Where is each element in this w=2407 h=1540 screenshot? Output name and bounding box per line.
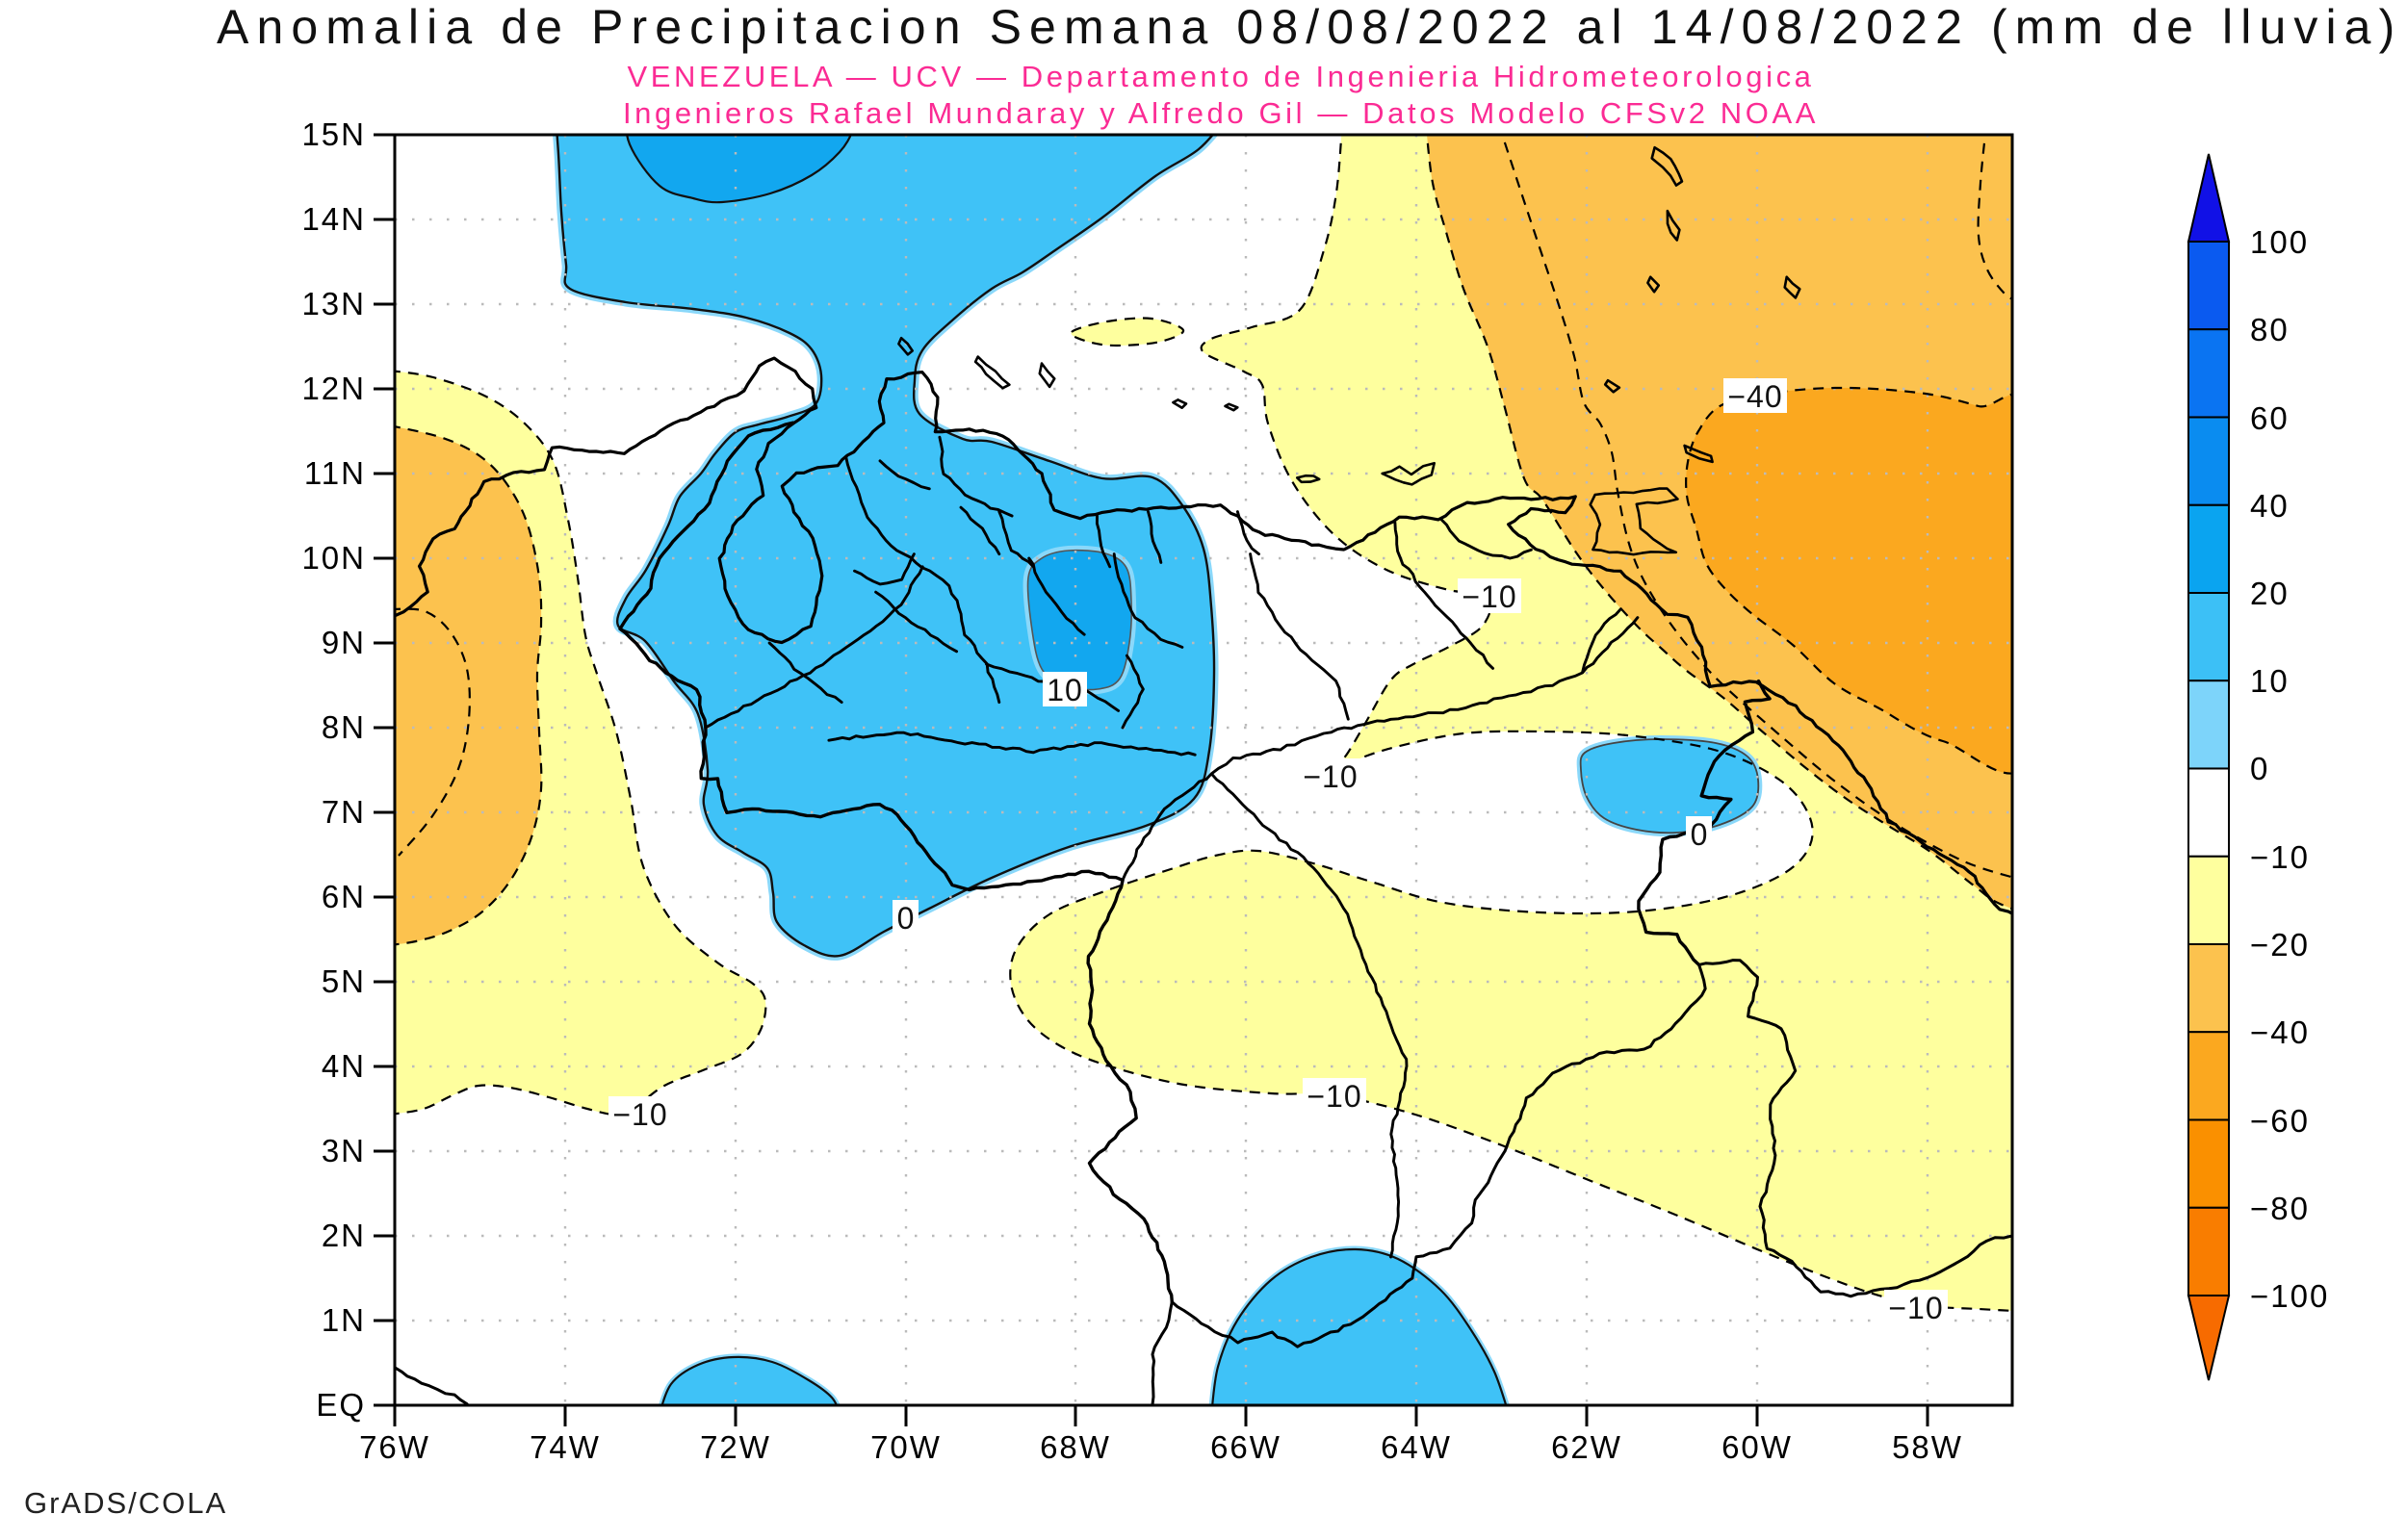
svg-text:14N: 14N	[301, 201, 366, 237]
svg-text:1N: 1N	[322, 1302, 366, 1338]
svg-text:−10: −10	[1307, 1079, 1361, 1114]
svg-text:6N: 6N	[322, 879, 366, 914]
svg-text:76W: 76W	[359, 1429, 430, 1465]
svg-text:−10: −10	[612, 1097, 667, 1132]
svg-text:40: 40	[2250, 488, 2290, 524]
svg-text:72W: 72W	[700, 1429, 771, 1465]
svg-text:Anomalia de Precipitacion Sema: Anomalia de Precipitacion Semana 08/08/2…	[217, 0, 2402, 54]
svg-text:5N: 5N	[322, 963, 366, 999]
svg-text:GrADS/COLA: GrADS/COLA	[24, 1486, 227, 1520]
svg-text:15N: 15N	[301, 116, 366, 152]
svg-text:74W: 74W	[530, 1429, 601, 1465]
svg-text:0: 0	[2250, 751, 2269, 786]
svg-text:13N: 13N	[301, 286, 366, 321]
svg-text:VENEZUELA — UCV — Departamento: VENEZUELA — UCV — Departamento de Ingeni…	[627, 60, 1814, 93]
svg-text:3N: 3N	[322, 1133, 366, 1168]
svg-text:−80: −80	[2250, 1191, 2310, 1226]
svg-text:11N: 11N	[304, 455, 366, 491]
svg-text:7N: 7N	[322, 794, 366, 830]
svg-text:10: 10	[1047, 673, 1083, 707]
svg-text:9N: 9N	[322, 625, 366, 660]
svg-text:−10: −10	[2250, 839, 2310, 875]
svg-text:10N: 10N	[301, 540, 366, 576]
svg-text:−100: −100	[2250, 1278, 2329, 1314]
svg-text:64W: 64W	[1381, 1429, 1452, 1465]
svg-text:0: 0	[897, 901, 916, 936]
svg-text:80: 80	[2250, 312, 2290, 347]
svg-text:−40: −40	[1727, 379, 1782, 414]
svg-text:20: 20	[2250, 576, 2290, 611]
svg-text:2N: 2N	[322, 1218, 366, 1253]
svg-text:12N: 12N	[301, 371, 366, 406]
svg-text:−40: −40	[2250, 1014, 2310, 1050]
svg-text:−20: −20	[2250, 927, 2310, 962]
svg-text:70W: 70W	[870, 1429, 942, 1465]
svg-text:62W: 62W	[1551, 1429, 1622, 1465]
svg-text:EQ: EQ	[316, 1387, 366, 1423]
svg-text:60W: 60W	[1721, 1429, 1793, 1465]
svg-text:Ingenieros Rafael Mundaray y A: Ingenieros Rafael Mundaray y Alfredo Gil…	[623, 96, 1819, 130]
svg-text:58W: 58W	[1892, 1429, 1963, 1465]
svg-text:8N: 8N	[322, 709, 366, 745]
svg-text:−10: −10	[1303, 759, 1358, 794]
svg-text:68W: 68W	[1040, 1429, 1111, 1465]
svg-text:100: 100	[2250, 224, 2309, 260]
svg-text:4N: 4N	[322, 1048, 366, 1084]
svg-text:10: 10	[2250, 663, 2290, 699]
svg-text:−10: −10	[1888, 1291, 1943, 1325]
svg-text:0: 0	[1691, 817, 1709, 852]
svg-text:66W: 66W	[1210, 1429, 1281, 1465]
svg-text:−60: −60	[2250, 1103, 2310, 1139]
svg-text:60: 60	[2250, 400, 2290, 436]
svg-text:−10: −10	[1462, 579, 1516, 614]
